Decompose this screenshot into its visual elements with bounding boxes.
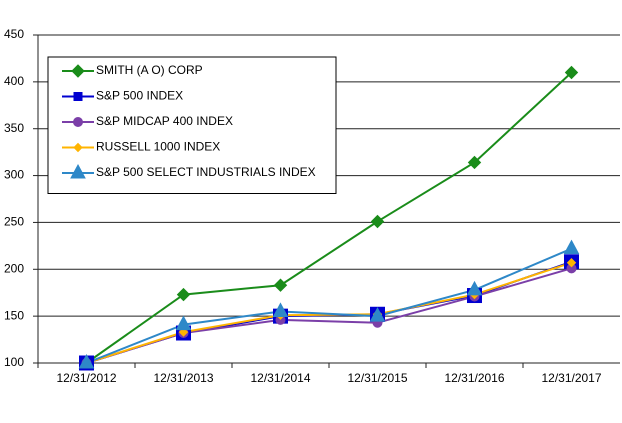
legend: SMITH (A O) CORP S&P 500 INDEX S&P MIDCAP … (47, 56, 337, 194)
x-tick-label: 12/31/2017 (541, 371, 601, 385)
marker (272, 302, 289, 317)
legend-label: S&P MIDCAP 400 INDEX (96, 114, 233, 128)
y-tick-label: 150 (4, 308, 24, 322)
x-tick-label: 12/31/2015 (347, 371, 407, 385)
x-tick-label: 12/31/2014 (250, 371, 310, 385)
legend-label: SMITH (A O) CORP (96, 63, 203, 77)
x-tick-label: 12/31/2016 (444, 371, 504, 385)
marker (71, 64, 85, 78)
y-tick-label: 200 (4, 261, 24, 275)
y-tick-label: 300 (4, 168, 24, 182)
y-tick-label: 350 (4, 121, 24, 135)
marker (563, 239, 580, 255)
marker (369, 307, 386, 322)
marker (73, 117, 83, 127)
marker (566, 258, 577, 268)
marker (73, 92, 83, 101)
marker (70, 163, 86, 179)
legend-label: S&P 500 SELECT INDUSTRIALS INDEX (96, 165, 316, 179)
y-tick-label: 450 (4, 27, 24, 41)
legend-box (47, 56, 337, 194)
marker (176, 287, 191, 302)
y-tick-label: 100 (4, 355, 24, 369)
marker (467, 155, 482, 170)
marker (466, 280, 483, 296)
marker (564, 65, 579, 80)
series-line (85, 71, 573, 364)
marker (78, 353, 95, 369)
x-tick-label: 12/31/2012 (56, 371, 116, 385)
series-line (86, 247, 572, 364)
x-tick-label: 12/31/2013 (153, 371, 213, 385)
legend-label: RUSSELL 1000 INDEX (96, 140, 220, 154)
marker (273, 278, 288, 292)
marker (73, 142, 83, 153)
marker (370, 214, 385, 229)
y-tick-label: 250 (4, 215, 24, 229)
y-tick-label: 400 (4, 74, 24, 88)
legend-label: S&P 500 INDEX (96, 89, 183, 103)
marker (175, 315, 192, 331)
